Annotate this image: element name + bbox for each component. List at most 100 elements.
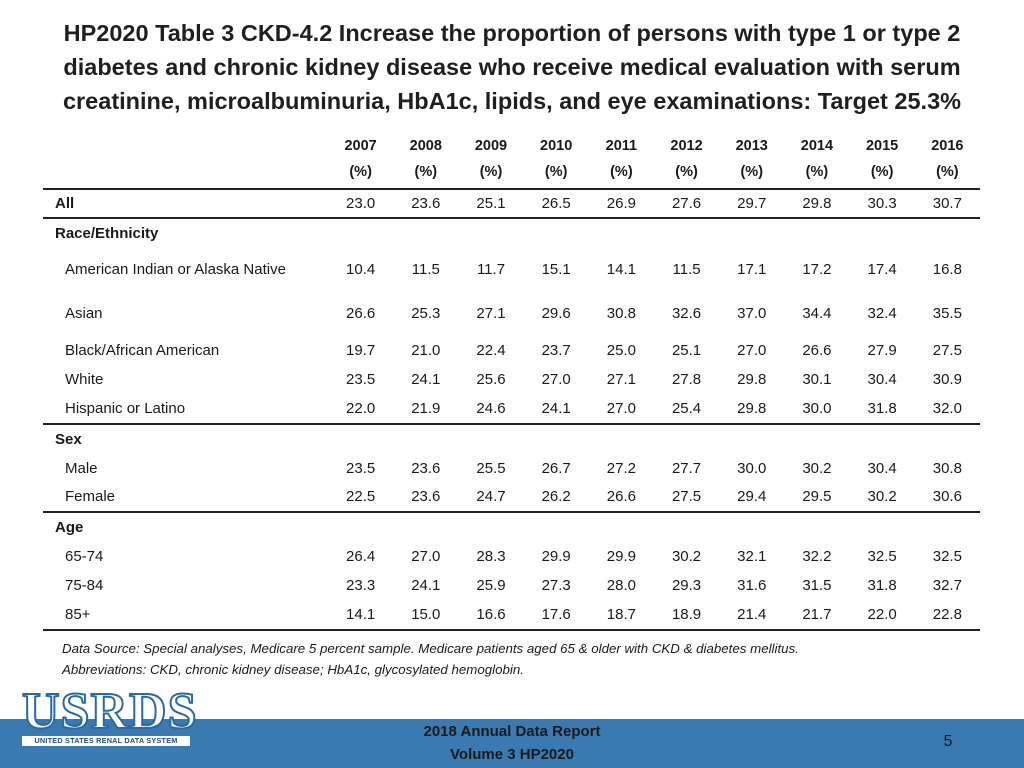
value-cell-2010: 26.5 bbox=[541, 195, 571, 213]
value-cell-2012: 27.5 bbox=[671, 488, 702, 506]
header-year-label: 2007 bbox=[344, 138, 377, 154]
value-cell-2008: 21.9 bbox=[411, 400, 441, 418]
value-cell-2007 bbox=[328, 217, 394, 248]
value-cell-2016: 30.6 bbox=[932, 488, 962, 506]
value-cell-2016: 30.9 bbox=[932, 371, 962, 389]
value-cell-2012 bbox=[653, 511, 720, 542]
value-cell-2008 bbox=[393, 511, 459, 542]
header-year-label: 2012 bbox=[670, 138, 703, 154]
value-cell-2014 bbox=[784, 217, 850, 248]
value-cell-2010: 15.1 bbox=[541, 261, 571, 279]
footnote-source: Data Source: Special analyses, Medicare … bbox=[62, 641, 799, 656]
header-unit-label: (%) bbox=[675, 164, 698, 180]
row-label: Female bbox=[65, 488, 116, 506]
value-cell-2011 bbox=[588, 511, 654, 542]
value-cell-2011: 25.0 bbox=[606, 341, 636, 359]
value-cell-2009: 25.6 bbox=[476, 371, 506, 389]
value-cell-2008: 23.6 bbox=[411, 488, 441, 506]
header-unit-label: (%) bbox=[610, 164, 633, 180]
footnote-abbreviations: Abbreviations: CKD, chronic kidney disea… bbox=[62, 661, 524, 677]
table-row: Male 23.5 23.6 25.5 26.7 27.2 27.7 30.0 30.2 30.4… bbox=[43, 453, 980, 482]
row-label: Hispanic or Latino bbox=[65, 400, 186, 418]
value-cell-2013: 37.0 bbox=[737, 305, 767, 323]
header-year-2008: 2008 (%) bbox=[393, 133, 459, 190]
value-cell-2007: 14.1 bbox=[328, 600, 394, 631]
value-cell-2015 bbox=[849, 511, 915, 542]
value-cell-2013: 21.4 bbox=[719, 600, 785, 631]
value-cell-2009: 11.7 bbox=[476, 261, 506, 279]
header-unit-label: (%) bbox=[349, 164, 372, 180]
value-cell-2014: 17.2 bbox=[802, 261, 832, 279]
value-cell-2011: 30.8 bbox=[606, 305, 636, 323]
footer-report-line2: Volume 3 HP2020 bbox=[450, 746, 574, 763]
value-cell-2014: 32.2 bbox=[802, 547, 832, 565]
value-cell-2008: 27.0 bbox=[411, 547, 441, 565]
header-year-2007: 2007 (%) bbox=[328, 133, 394, 190]
value-cell-2014 bbox=[784, 511, 850, 542]
value-cell-2016 bbox=[914, 511, 980, 542]
value-cell-2014: 30.0 bbox=[802, 400, 832, 418]
table-row: Hispanic or Latino 22.0 21.9 24.6 24.1 27.0 25… bbox=[43, 395, 980, 424]
value-cell-2014: 29.5 bbox=[802, 488, 832, 506]
value-cell-2009 bbox=[458, 217, 524, 248]
table-body: All 23.0 23.6 25.1 26.5 26.9 27.6 29.7 29.8 30.3 3… bbox=[43, 189, 980, 631]
value-cell-2009: 28.3 bbox=[476, 547, 506, 565]
value-cell-2011: 27.0 bbox=[606, 400, 636, 418]
value-cell-2012: 30.2 bbox=[671, 547, 702, 565]
value-cell-2007: 23.0 bbox=[346, 195, 376, 213]
group-label: Age bbox=[43, 511, 329, 542]
value-cell-2008 bbox=[393, 217, 459, 248]
value-cell-2007: 23.5 bbox=[346, 459, 376, 477]
value-cell-2007: 23.5 bbox=[346, 371, 376, 389]
header-year-2014: 2014 (%) bbox=[784, 133, 850, 190]
group-label: Race/Ethnicity bbox=[43, 217, 329, 248]
table-row: Female 22.5 23.6 24.7 26.2 26.6 27.5 29.4 29.5 30… bbox=[43, 483, 980, 512]
header-unit-label: (%) bbox=[479, 164, 503, 180]
value-cell-2012: 18.9 bbox=[653, 600, 720, 631]
value-cell-2016: 32.5 bbox=[932, 547, 962, 565]
value-cell-2016: 30.8 bbox=[932, 459, 962, 477]
value-cell-2013: 32.1 bbox=[737, 547, 767, 565]
value-cell-2015: 31.8 bbox=[867, 577, 897, 595]
value-cell-2013: 29.8 bbox=[737, 371, 767, 389]
value-cell-2010 bbox=[523, 217, 589, 248]
value-cell-2014: 34.4 bbox=[802, 305, 832, 323]
header-year-2015: 2015 (%) bbox=[849, 133, 915, 190]
row-label: 65-74 bbox=[65, 547, 104, 565]
value-cell-2009: 24.7 bbox=[476, 488, 506, 506]
value-cell-2008: 24.1 bbox=[411, 577, 441, 595]
value-cell-2009: 22.4 bbox=[476, 341, 506, 359]
table-row: White 23.5 24.1 25.6 27.0 27.1 27.8 29.8 30.1 30.… bbox=[43, 365, 980, 394]
table-row: 85+ 14.1 15.0 16.6 17.6 18.7 18.9 21.4 21.7 22.0 2… bbox=[43, 600, 980, 631]
table-row: 65-74 26.4 27.0 28.3 29.9 29.9 30.2 32.1 32.2 32.… bbox=[43, 542, 980, 571]
value-cell-2011: 29.9 bbox=[606, 547, 636, 565]
row-label: 75-84 bbox=[65, 577, 104, 595]
value-cell-2014: 30.1 bbox=[802, 371, 832, 389]
value-cell-2016 bbox=[914, 217, 980, 248]
header-year-label: 2008 bbox=[409, 138, 442, 154]
value-cell-2011 bbox=[588, 422, 654, 454]
value-cell-2008: 21.0 bbox=[411, 341, 441, 359]
header-unit-label: (%) bbox=[544, 164, 568, 180]
value-cell-2007: 10.4 bbox=[346, 261, 376, 279]
value-cell-2012: 27.6 bbox=[671, 195, 702, 213]
value-cell-2011: 26.6 bbox=[606, 488, 636, 506]
table-header: 2007 (%) 2008 (%) 2009 (%) 2010 (%) 2011 (%) 2012 (… bbox=[43, 133, 980, 190]
row-label: Black/African American bbox=[65, 341, 220, 359]
value-cell-2010: 17.6 bbox=[523, 600, 589, 631]
value-cell-2016: 35.5 bbox=[932, 305, 962, 323]
value-cell-2015: 32.4 bbox=[867, 305, 897, 323]
value-cell-2016: 16.8 bbox=[932, 261, 962, 279]
value-cell-2016: 22.8 bbox=[914, 600, 980, 631]
row-label: Asian bbox=[65, 305, 103, 323]
header-year-2012: 2012 (%) bbox=[653, 133, 720, 190]
value-cell-2012: 27.7 bbox=[671, 459, 702, 477]
header-year-2010: 2010 (%) bbox=[523, 133, 589, 190]
value-cell-2014 bbox=[784, 422, 850, 454]
value-cell-2014: 30.2 bbox=[802, 459, 832, 477]
data-table: 2007 (%) 2008 (%) 2009 (%) 2010 (%) 2011 (%) 2012 (… bbox=[43, 133, 980, 631]
value-cell-2013: 27.0 bbox=[737, 341, 767, 359]
value-cell-2010: 27.0 bbox=[541, 371, 571, 389]
header-year-label: 2014 bbox=[800, 138, 834, 154]
value-cell-2008: 23.6 bbox=[411, 195, 441, 213]
